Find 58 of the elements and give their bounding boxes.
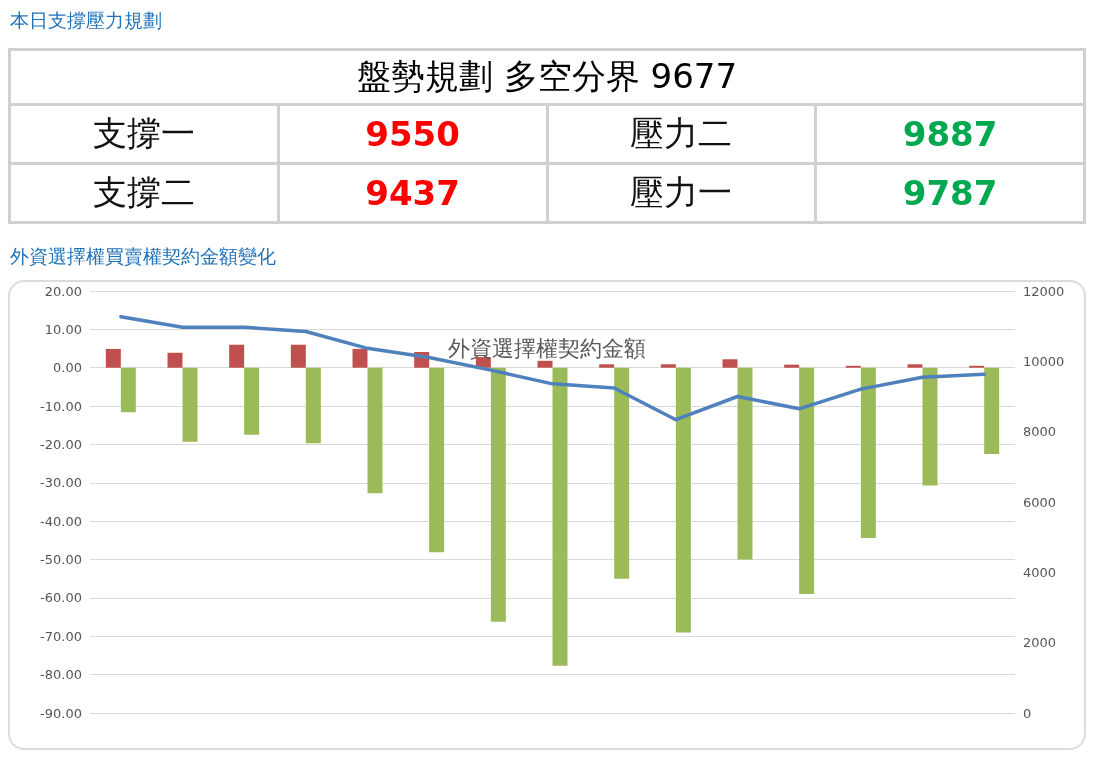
bar (352, 348, 368, 368)
y-tick-label: -70.00 (40, 628, 82, 644)
bar (784, 364, 800, 368)
y2-tick-label: 4000 (1023, 564, 1057, 580)
text: 9787 (815, 163, 1085, 223)
bar (907, 364, 923, 368)
text: 本日支撐壓力規劃 (10, 8, 163, 33)
bar (737, 367, 753, 560)
y-tick-label: -60.00 (40, 590, 82, 606)
text: 盤勢規劃 多空分界 9677 (9, 49, 1085, 105)
y-tick-label: -10.00 (40, 398, 82, 414)
bar (290, 344, 306, 368)
bar (229, 344, 245, 368)
bar (660, 364, 676, 368)
y-tick-label: -40.00 (40, 513, 82, 529)
y-tick-label: 0.00 (53, 360, 82, 376)
chart-title: 外資選擇權買賣權契約金額變化 (10, 244, 277, 269)
y2-tick-label: 2000 (1023, 635, 1057, 651)
y-tick-label: 10.00 (44, 321, 82, 337)
y2-tick-label: 12000 (1023, 283, 1065, 299)
y-tick-label: -50.00 (40, 552, 82, 568)
bar (182, 367, 198, 442)
y-tick-label: -80.00 (40, 667, 82, 683)
text: 外資選擇權契約金額 (447, 335, 646, 361)
bar (922, 367, 938, 486)
bar (305, 367, 321, 444)
bar (537, 360, 553, 368)
text: 支撐一 (9, 104, 279, 164)
bar (105, 348, 121, 368)
y-tick-label: 20.00 (44, 283, 82, 299)
y2-tick-label: 6000 (1023, 494, 1057, 510)
text: 9887 (815, 104, 1085, 164)
text: 壓力二 (547, 104, 816, 164)
bar (120, 367, 136, 413)
bar (799, 367, 815, 595)
bar (244, 367, 260, 435)
y-tick-label: -20.00 (40, 436, 82, 452)
y2-tick-label: 8000 (1023, 424, 1057, 440)
bar (167, 352, 183, 368)
y2-tick-label: 0 (1023, 705, 1032, 721)
bar (722, 359, 738, 368)
bar (367, 367, 383, 494)
bar (984, 367, 1000, 455)
y-tick-label: -30.00 (40, 475, 82, 491)
bar (429, 367, 445, 553)
bar (675, 367, 691, 633)
bar (860, 367, 876, 539)
text: 壓力一 (547, 163, 816, 223)
bar (614, 367, 630, 579)
text: 9437 (278, 163, 547, 223)
bar (490, 367, 506, 622)
y-tick-label: -90.00 (40, 705, 82, 721)
text: 9550 (278, 104, 547, 164)
bar (552, 367, 568, 666)
text: 支撐二 (9, 163, 279, 223)
line-series (119, 314, 986, 422)
bar (599, 364, 615, 368)
y2-tick-label: 10000 (1023, 353, 1065, 369)
